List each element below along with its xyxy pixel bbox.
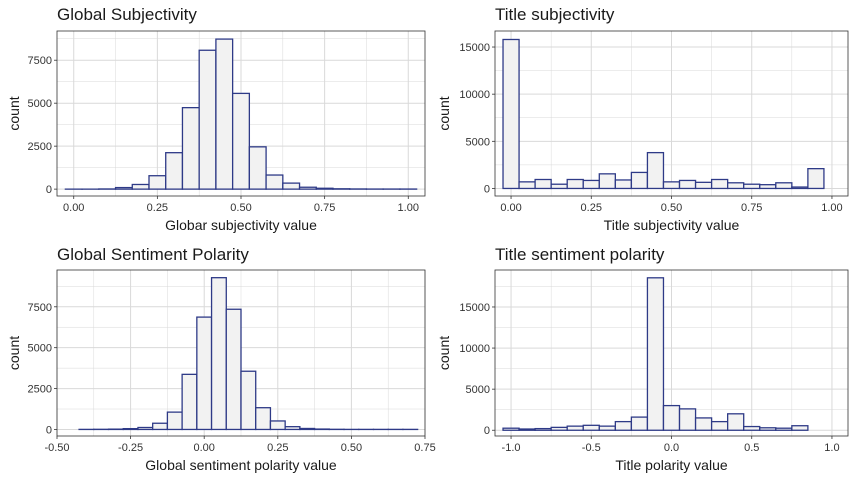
histogram-bar bbox=[807, 168, 825, 190]
histogram-bar bbox=[598, 425, 616, 431]
y-tick-label: 5000 bbox=[466, 384, 490, 396]
chart-title: Global Subjectivity bbox=[57, 5, 197, 24]
x-axis-label: Title polarity value bbox=[615, 457, 728, 473]
y-tick-label: 15000 bbox=[459, 302, 490, 314]
y-tick-label: 5000 bbox=[28, 343, 52, 355]
x-axis-label: Title subjectivity value bbox=[604, 217, 740, 233]
histogram-bar bbox=[743, 425, 761, 431]
x-tick-label: 1.00 bbox=[398, 202, 419, 214]
chart-title: Title sentiment polarity bbox=[495, 245, 665, 264]
y-tick-label: 15000 bbox=[459, 42, 490, 54]
histogram-bar bbox=[269, 420, 286, 431]
histogram-bar bbox=[534, 427, 552, 431]
x-tick-label: -0.25 bbox=[118, 442, 143, 454]
y-tick-label: 0 bbox=[46, 184, 52, 196]
x-tick-label: 0.00 bbox=[193, 442, 214, 454]
histogram-bar bbox=[791, 425, 809, 431]
histogram-bar bbox=[582, 424, 600, 431]
x-tick-label: 0.00 bbox=[63, 202, 84, 214]
x-axis-label: Globar subjectivity value bbox=[165, 217, 317, 233]
histogram-bar bbox=[240, 370, 257, 431]
histogram-bar bbox=[566, 425, 584, 431]
y-tick-label: 5000 bbox=[466, 136, 490, 148]
y-tick-label: 10000 bbox=[459, 343, 490, 355]
histogram-bar bbox=[550, 426, 568, 431]
histogram-bar bbox=[630, 416, 649, 431]
x-tick-label: 0.25 bbox=[267, 442, 288, 454]
histogram-bar bbox=[775, 427, 793, 431]
histogram-bar bbox=[231, 92, 251, 190]
x-tick-label: 0.25 bbox=[581, 202, 602, 214]
x-tick-label: 0.25 bbox=[147, 202, 168, 214]
y-tick-label: 2500 bbox=[28, 384, 52, 396]
x-tick-label: 0.75 bbox=[414, 442, 435, 454]
panel-border bbox=[56, 269, 426, 437]
x-tick-label: 1.0 bbox=[824, 442, 839, 454]
y-axis-label: count bbox=[436, 96, 452, 130]
x-tick-label: 0.75 bbox=[741, 202, 762, 214]
x-tick-label: 0.50 bbox=[341, 442, 362, 454]
y-tick-label: 7500 bbox=[28, 55, 52, 67]
histogram-bar bbox=[727, 413, 745, 431]
histogram-bar bbox=[502, 427, 520, 431]
y-tick-label: 7500 bbox=[28, 302, 52, 314]
histogram-bar bbox=[775, 182, 793, 190]
histogram-bar bbox=[759, 427, 777, 431]
y-tick-label: 0 bbox=[484, 183, 490, 195]
y-tick-label: 0 bbox=[46, 424, 52, 436]
chart-title: Title subjectivity bbox=[495, 5, 615, 24]
x-tick-label: 0.0 bbox=[664, 442, 679, 454]
y-tick-label: 2500 bbox=[28, 141, 52, 153]
histogram-bar bbox=[282, 182, 301, 190]
histogram-bar bbox=[248, 146, 267, 190]
x-tick-label: -1.0 bbox=[502, 442, 521, 454]
chart-title: Global Sentiment Polarity bbox=[57, 245, 249, 264]
histogram-bar bbox=[710, 420, 729, 431]
y-tick-label: 5000 bbox=[28, 98, 52, 110]
x-axis-label: Global sentiment polarity value bbox=[145, 457, 337, 473]
x-tick-label: 0.5 bbox=[744, 442, 759, 454]
y-tick-label: 10000 bbox=[459, 89, 490, 101]
x-tick-label: -0.5 bbox=[582, 442, 601, 454]
histogram-bar bbox=[646, 277, 665, 431]
y-axis-label: count bbox=[6, 96, 22, 130]
histogram-bar bbox=[502, 38, 520, 190]
x-tick-label: -0.50 bbox=[44, 442, 69, 454]
y-axis-label: count bbox=[436, 336, 452, 370]
histogram-bar bbox=[694, 417, 713, 431]
histogram-bar bbox=[662, 404, 681, 431]
y-axis-label: count bbox=[6, 336, 22, 370]
histogram-bar bbox=[265, 174, 284, 190]
x-tick-label: 0.50 bbox=[230, 202, 251, 214]
histogram-bar bbox=[614, 420, 633, 431]
histogram-bar bbox=[225, 308, 242, 431]
x-tick-label: 1.00 bbox=[821, 202, 842, 214]
histogram-bar bbox=[518, 428, 536, 431]
y-tick-label: 0 bbox=[484, 425, 490, 437]
x-tick-label: 0.75 bbox=[314, 202, 335, 214]
histogram-bar bbox=[678, 408, 697, 431]
x-tick-label: 0.50 bbox=[661, 202, 682, 214]
histogram-bar bbox=[255, 407, 272, 431]
x-tick-label: 0.00 bbox=[500, 202, 521, 214]
histogram-bar bbox=[646, 151, 665, 190]
